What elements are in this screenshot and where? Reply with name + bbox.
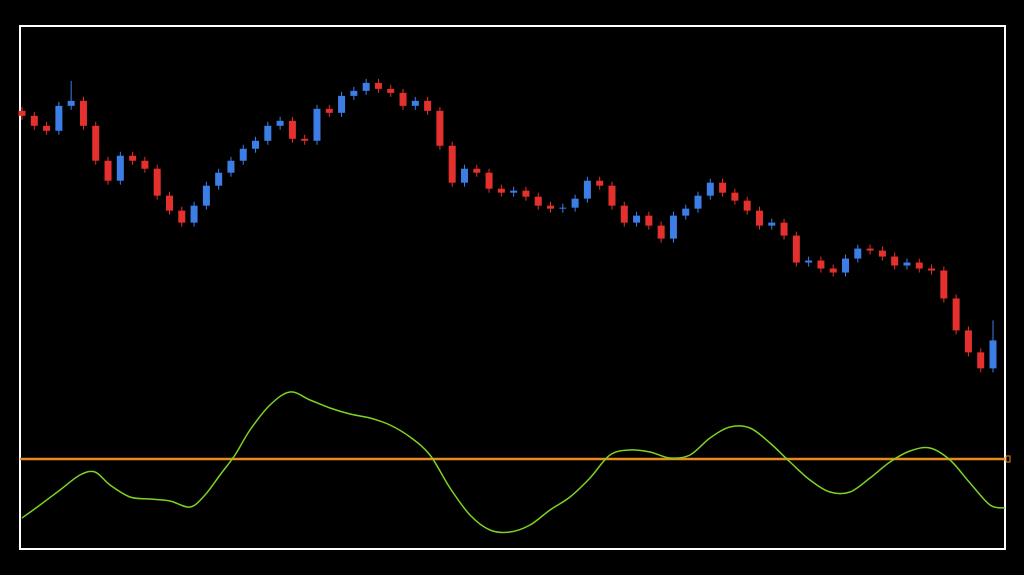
- candle-body: [915, 262, 923, 269]
- candle-body: [583, 180, 591, 199]
- candle-body: [719, 182, 727, 193]
- candle-body: [460, 168, 468, 183]
- candle-body: [780, 222, 788, 236]
- candle-body: [301, 138, 309, 141]
- candle-body: [362, 82, 370, 91]
- candle-body: [669, 215, 677, 239]
- candle-body: [55, 105, 63, 131]
- candle-body: [264, 125, 272, 141]
- candle-body: [866, 248, 874, 251]
- candle-body: [104, 160, 112, 181]
- candle-body: [755, 210, 763, 226]
- candle-body: [547, 205, 555, 209]
- candle-body: [682, 208, 690, 216]
- plot-frame: [19, 25, 1006, 550]
- candle-body: [522, 190, 530, 197]
- candle-body: [448, 145, 456, 183]
- candle-body: [30, 115, 38, 126]
- candle-body: [165, 195, 173, 211]
- candle-body: [485, 172, 493, 189]
- oscillator-line: [21, 391, 1006, 534]
- candle-body: [436, 110, 444, 146]
- candle-body: [79, 100, 87, 126]
- candle-body: [928, 268, 936, 271]
- candle-body: [633, 215, 641, 223]
- candle-body: [227, 160, 235, 173]
- candle-body: [842, 258, 850, 273]
- candle-body: [596, 180, 604, 186]
- candle-body: [731, 192, 739, 201]
- candle-body: [977, 352, 985, 369]
- candle-body: [202, 185, 210, 206]
- level-marker: [1005, 455, 1011, 463]
- candle-body: [424, 100, 432, 111]
- plot: [18, 78, 1011, 534]
- candle-body: [153, 168, 161, 196]
- candle-body: [534, 196, 542, 206]
- candle-body: [952, 298, 960, 331]
- candle-body: [387, 88, 395, 93]
- candle-body: [178, 210, 186, 223]
- candle-body: [989, 340, 997, 369]
- candle-body: [92, 125, 100, 161]
- candle-body: [374, 82, 382, 89]
- candle-body: [350, 90, 358, 96]
- candle-body: [854, 248, 862, 259]
- candle-body: [252, 140, 260, 149]
- candle-body: [497, 188, 505, 193]
- candle-body: [67, 100, 75, 106]
- candle-body: [473, 168, 481, 173]
- candle-body: [288, 120, 296, 139]
- candle-body: [559, 207, 567, 209]
- candle-body: [657, 225, 665, 239]
- candle-body: [411, 100, 419, 106]
- candle-body: [399, 92, 407, 106]
- candle-body: [805, 260, 813, 263]
- candle-body: [645, 215, 653, 226]
- candle-body: [116, 155, 124, 181]
- candle-body: [620, 205, 628, 223]
- candle-body: [792, 235, 800, 263]
- candle-body: [829, 268, 837, 273]
- candle-body: [313, 108, 321, 141]
- candle-body: [338, 95, 346, 113]
- candle-body: [510, 190, 518, 193]
- candle-body: [129, 155, 137, 161]
- candle-body: [325, 108, 333, 113]
- candle-body: [18, 110, 26, 116]
- candle-body: [878, 250, 886, 257]
- candle-body: [706, 182, 714, 196]
- candle-body: [768, 222, 776, 226]
- candle-body: [817, 260, 825, 269]
- candle-body: [891, 256, 899, 266]
- candle-body: [694, 195, 702, 209]
- candle-body: [141, 160, 149, 169]
- candle-body: [239, 148, 247, 161]
- candle-body: [276, 120, 284, 126]
- candle-body: [743, 200, 751, 211]
- candle-body: [903, 262, 911, 266]
- candle-body: [964, 330, 972, 353]
- candle-body: [215, 172, 223, 186]
- candle-body: [940, 270, 948, 299]
- candle-body: [571, 198, 579, 208]
- candle-body: [608, 185, 616, 206]
- candle-body: [190, 205, 198, 223]
- candle-body: [43, 125, 51, 131]
